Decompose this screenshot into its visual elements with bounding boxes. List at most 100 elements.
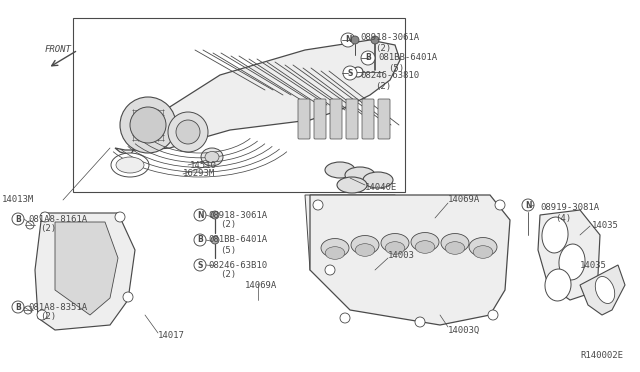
Text: 14040E: 14040E [365, 183, 397, 192]
Text: 08918-3061A: 08918-3061A [360, 33, 419, 42]
Ellipse shape [111, 153, 149, 177]
Ellipse shape [545, 269, 571, 301]
Circle shape [194, 234, 206, 246]
Circle shape [361, 51, 375, 65]
Ellipse shape [321, 238, 349, 257]
Text: B: B [15, 215, 21, 224]
Text: (5): (5) [388, 64, 404, 73]
Circle shape [194, 259, 206, 271]
Ellipse shape [363, 172, 393, 188]
Circle shape [211, 211, 219, 219]
Circle shape [115, 212, 125, 222]
Ellipse shape [595, 276, 614, 304]
Ellipse shape [201, 148, 223, 166]
Polygon shape [305, 195, 420, 295]
Text: R140002E: R140002E [580, 350, 623, 359]
Circle shape [26, 221, 34, 229]
FancyBboxPatch shape [314, 99, 326, 139]
Ellipse shape [441, 234, 469, 253]
Circle shape [488, 310, 498, 320]
Circle shape [168, 112, 208, 152]
Polygon shape [538, 210, 600, 300]
Text: 16293M: 16293M [183, 170, 215, 179]
Text: 081BB-6401A: 081BB-6401A [208, 235, 267, 244]
Text: 14510: 14510 [190, 160, 217, 170]
Text: N: N [196, 211, 204, 219]
Ellipse shape [325, 162, 355, 178]
Ellipse shape [325, 247, 345, 259]
Text: B: B [365, 54, 371, 62]
Ellipse shape [116, 157, 144, 173]
Circle shape [351, 36, 359, 44]
Circle shape [37, 310, 47, 320]
Circle shape [194, 209, 206, 221]
Ellipse shape [411, 232, 439, 251]
Circle shape [371, 36, 379, 44]
Ellipse shape [351, 235, 379, 254]
Circle shape [12, 301, 24, 313]
Circle shape [120, 97, 176, 153]
Circle shape [24, 306, 32, 314]
Text: N: N [525, 201, 531, 209]
Circle shape [176, 120, 200, 144]
Circle shape [341, 33, 355, 47]
Circle shape [211, 236, 219, 244]
Polygon shape [580, 265, 625, 315]
Text: 14003Q: 14003Q [448, 326, 480, 334]
Text: 14035: 14035 [592, 221, 619, 230]
Ellipse shape [381, 234, 409, 253]
Text: 081BB-6401A: 081BB-6401A [378, 54, 437, 62]
FancyBboxPatch shape [378, 99, 390, 139]
Ellipse shape [473, 246, 493, 258]
Text: 08919-3081A: 08919-3081A [540, 202, 599, 212]
Text: (4): (4) [555, 214, 571, 222]
FancyBboxPatch shape [346, 99, 358, 139]
Circle shape [325, 265, 335, 275]
Circle shape [353, 67, 363, 77]
Circle shape [415, 317, 425, 327]
Text: B: B [197, 235, 203, 244]
Polygon shape [115, 40, 400, 155]
Circle shape [343, 66, 357, 80]
Text: 08918-3061A: 08918-3061A [208, 211, 267, 219]
Text: (5): (5) [220, 246, 236, 254]
Text: N: N [345, 35, 351, 45]
Ellipse shape [445, 242, 465, 254]
Text: 14003: 14003 [388, 250, 415, 260]
FancyBboxPatch shape [298, 99, 310, 139]
Text: (2): (2) [375, 44, 391, 52]
Text: (2): (2) [220, 270, 236, 279]
Text: 14017: 14017 [158, 331, 185, 340]
Polygon shape [35, 213, 135, 330]
Circle shape [123, 292, 133, 302]
Text: 14069A: 14069A [448, 196, 480, 205]
FancyBboxPatch shape [330, 99, 342, 139]
Text: (2): (2) [375, 81, 391, 90]
Text: 14013M: 14013M [2, 196, 35, 205]
Text: 08246-63810: 08246-63810 [360, 71, 419, 80]
Circle shape [495, 200, 505, 210]
Circle shape [522, 199, 534, 211]
Ellipse shape [385, 242, 405, 254]
Ellipse shape [542, 217, 568, 253]
Polygon shape [310, 195, 510, 325]
Text: S: S [197, 260, 203, 269]
Ellipse shape [205, 151, 219, 163]
Ellipse shape [559, 244, 585, 280]
Ellipse shape [355, 244, 375, 256]
Circle shape [130, 107, 166, 143]
Text: FRONT: FRONT [45, 45, 72, 55]
Text: (2): (2) [220, 221, 236, 230]
Text: 081A8-8351A: 081A8-8351A [28, 302, 87, 311]
Text: S: S [348, 68, 353, 77]
Text: 08246-63B10: 08246-63B10 [208, 260, 267, 269]
Ellipse shape [415, 241, 435, 253]
Circle shape [340, 313, 350, 323]
Circle shape [12, 213, 24, 225]
Text: 14035: 14035 [580, 260, 607, 269]
Ellipse shape [345, 167, 375, 183]
Ellipse shape [469, 238, 497, 256]
Polygon shape [55, 222, 118, 315]
Ellipse shape [337, 177, 367, 193]
Circle shape [40, 212, 50, 222]
